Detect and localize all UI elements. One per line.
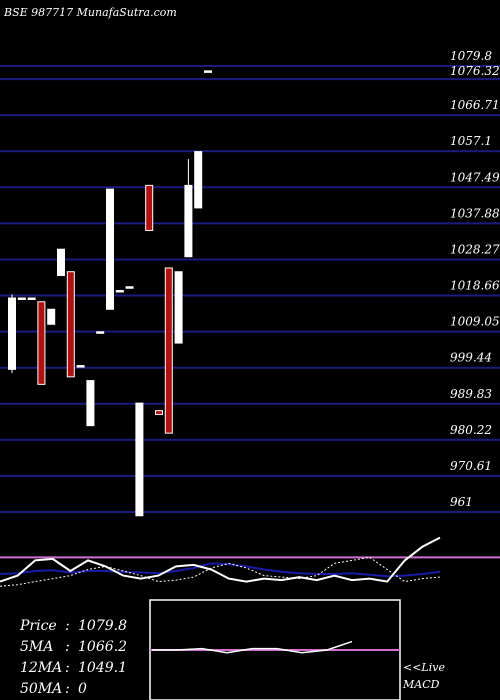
candle [66, 271, 75, 378]
candle [194, 151, 203, 209]
macd-histogram-line [0, 556, 441, 587]
price-gridlines [0, 65, 500, 513]
candles [8, 70, 212, 517]
price-tick-label: 1018.66 [450, 279, 500, 293]
candle [76, 365, 85, 368]
candle [164, 267, 173, 434]
summary-value: 1079.8 [78, 618, 127, 634]
candle [204, 70, 212, 73]
price-tick-label: 961 [450, 495, 473, 509]
candle [174, 271, 183, 344]
candle [8, 297, 16, 370]
live-label: <<Live [403, 661, 445, 674]
macd-signal-line [0, 562, 441, 578]
candle [184, 184, 193, 258]
summary-label: 5MA [20, 639, 53, 655]
price-tick-label: 1076.32 [450, 64, 500, 78]
candle [135, 402, 144, 517]
candle [86, 380, 95, 427]
macd-label: MACD [402, 678, 440, 691]
summary-label: 50MA [20, 681, 62, 697]
candle [155, 410, 163, 415]
macd-panel [0, 536, 500, 587]
candle [115, 290, 124, 293]
macd-line [0, 536, 441, 583]
price-tick-label: 1057.1 [450, 134, 492, 148]
summary-separator: : [65, 660, 70, 676]
summary-separator: : [65, 681, 70, 697]
price-tick-label: 1009.05 [450, 315, 500, 329]
summary-label: Price [19, 618, 57, 634]
price-tick-label: 999.44 [450, 351, 492, 365]
price-tick-label: 1037.88 [450, 206, 500, 220]
candle [145, 184, 154, 231]
price-tick-label: 970.61 [450, 459, 492, 473]
price-tick-label: 1028.27 [450, 242, 500, 256]
candle [27, 297, 36, 301]
summary-separator: : [65, 639, 70, 655]
summary-separator: : [65, 618, 70, 634]
price-tick-label: 989.83 [450, 387, 492, 401]
summary-mini-line [152, 640, 353, 654]
price-tick-label: 980.22 [450, 423, 492, 437]
price-tick-label: 1066.71 [450, 98, 500, 112]
price-tick-label: 1047.49 [450, 170, 500, 184]
candle [37, 301, 46, 385]
candle [125, 286, 134, 289]
candle [47, 308, 56, 325]
summary-value: 0 [78, 681, 87, 697]
chart-title: BSE 987717 MunafaSutra.com [3, 6, 177, 19]
summary-value: 1066.2 [78, 639, 127, 655]
candle [57, 248, 65, 276]
summary-value: 1049.1 [78, 660, 127, 676]
summary-label: 12MA [20, 660, 62, 676]
candle [17, 297, 26, 301]
summary-panel: Price:1079.85MA:1066.212MA:1049.150MA:0<… [19, 599, 445, 700]
price-tick-label: 1079.8 [450, 49, 492, 63]
candle [106, 188, 114, 310]
candle [96, 331, 105, 334]
